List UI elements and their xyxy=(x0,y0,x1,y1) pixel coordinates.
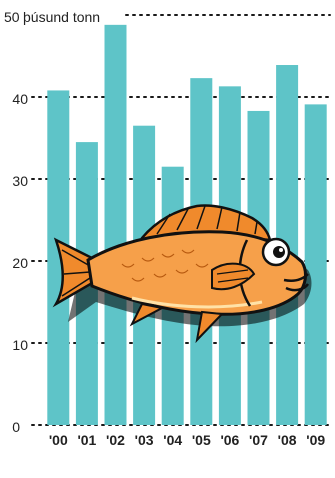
x-tick-label-7: '07 xyxy=(249,432,268,448)
y-tick-label-40: 40 xyxy=(12,91,28,107)
y-tick-label-50: 50 xyxy=(4,9,20,25)
y-tick-label-30: 30 xyxy=(12,173,28,189)
x-tick-label-0: '00 xyxy=(49,432,68,448)
y-axis-unit-label: þúsund tonn xyxy=(23,9,100,25)
x-tick-label-5: '05 xyxy=(192,432,211,448)
x-axis: '00 '01 '02 '03 '04 '05 '06 '07 '08 '09 xyxy=(49,432,326,448)
x-tick-label-4: '04 xyxy=(163,432,182,448)
bar-9 xyxy=(305,104,327,425)
bar-2 xyxy=(105,25,127,425)
y-tick-label-10: 10 xyxy=(12,337,28,353)
y-tick-label-0: 0 xyxy=(12,419,20,435)
x-tick-label-9: '09 xyxy=(306,432,325,448)
x-tick-label-3: '03 xyxy=(135,432,154,448)
x-tick-label-2: '02 xyxy=(106,432,125,448)
y-tick-label-20: 20 xyxy=(12,255,28,271)
x-tick-label-6: '06 xyxy=(220,432,239,448)
x-tick-label-8: '08 xyxy=(278,432,297,448)
x-tick-label-1: '01 xyxy=(77,432,96,448)
